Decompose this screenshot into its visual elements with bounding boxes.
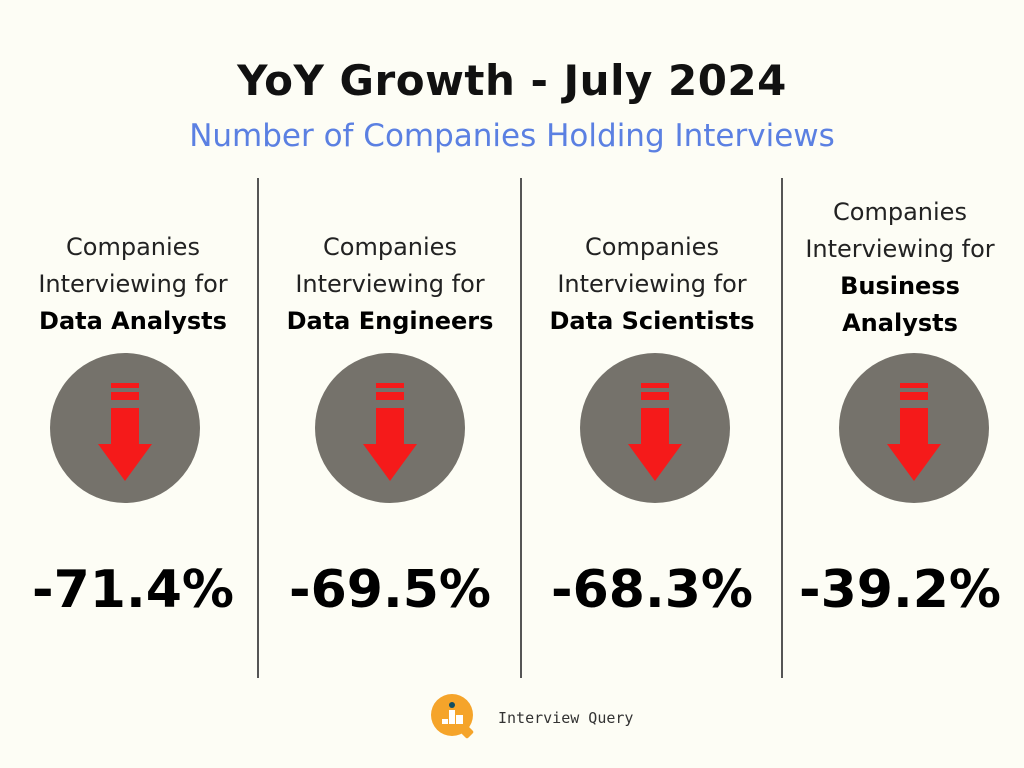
role-name: Analysts [842, 309, 958, 337]
role-name: Business [840, 272, 960, 300]
down-arrow-icon [839, 353, 989, 503]
down-arrow-icon [580, 353, 730, 503]
label-line: Companies [585, 233, 719, 261]
interview-query-logo: Interview Query [430, 693, 633, 743]
stat-card-data-scientists: Companies Interviewing for Data Scientis… [527, 0, 777, 768]
page-title: YoY Growth - July 2024 [237, 56, 787, 105]
divider [257, 178, 259, 678]
brand-name: Interview Query [498, 709, 634, 727]
stat-label: Companies Interviewing for Data Analysts [8, 229, 258, 340]
label-line: Interviewing for [38, 270, 228, 298]
down-arrow-icon [50, 353, 200, 503]
stat-label: Companies Interviewing for Data Scientis… [527, 229, 777, 340]
stat-label: Companies Interviewing for Business Anal… [775, 194, 1024, 342]
divider [520, 178, 522, 678]
label-line: Companies [323, 233, 457, 261]
stat-card-data-engineers: Companies Interviewing for Data Engineer… [265, 0, 515, 768]
role-name: Data Analysts [39, 307, 227, 335]
page-subtitle: Number of Companies Holding Interviews [189, 118, 835, 154]
label-line: Interviewing for [557, 270, 747, 298]
label-line: Interviewing for [295, 270, 485, 298]
label-line: Companies [833, 198, 967, 226]
stat-value: -39.2% [799, 560, 1001, 620]
role-name: Data Engineers [286, 307, 494, 335]
role-name: Data Scientists [549, 307, 755, 335]
stat-label: Companies Interviewing for Data Engineer… [265, 229, 515, 340]
label-line: Companies [66, 233, 200, 261]
stat-value: -71.4% [32, 560, 234, 620]
stat-value: -68.3% [551, 560, 753, 620]
divider [781, 178, 783, 678]
stat-card-business-analysts: Companies Interviewing for Business Anal… [775, 0, 1024, 768]
logo-icon [431, 694, 474, 739]
label-line: Interviewing for [805, 235, 995, 263]
down-arrow-icon [315, 353, 465, 503]
stat-value: -69.5% [289, 560, 491, 620]
stat-card-data-analysts: Companies Interviewing for Data Analysts… [8, 0, 258, 768]
